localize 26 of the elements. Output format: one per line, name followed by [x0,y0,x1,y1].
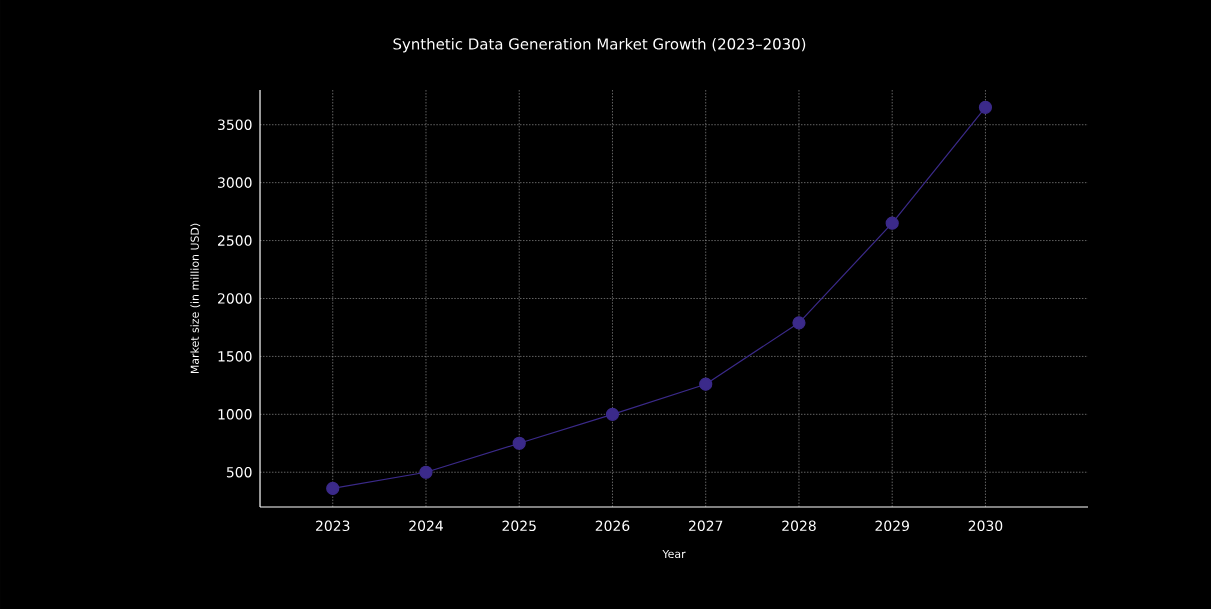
y-tick-label: 2000 [218,293,252,304]
point [792,316,806,330]
y-tick-label: 2500 [218,235,252,246]
point [699,377,713,391]
x-tick-label: 2024 [409,520,443,532]
y-tick-label: 3500 [218,119,252,131]
y-tick-label: 1500 [218,351,252,362]
x-tick-label: 2025 [502,520,536,532]
x-tick-label: 2023 [316,520,350,532]
x-tick-label: 2029 [875,520,909,532]
point [512,436,526,450]
point [605,407,620,421]
point [419,465,433,479]
y-axis-title: Market size (in million USD) [190,223,201,374]
chart-title: Synthetic Data Generation Market Growth (2023–2030) [393,38,806,53]
point [978,100,993,114]
x-tick-label: 2028 [782,520,816,532]
x-tick-label: 2027 [688,520,723,532]
x-tick-label: 2030 [968,520,1003,532]
point [326,481,340,496]
x-tick-label: 2026 [595,520,630,532]
point [885,216,899,230]
y-tick-label: 1000 [218,409,252,420]
y-tick-label: 3000 [218,177,252,188]
y-tick-label: 500 [226,466,252,478]
x-axis-title: Year [662,549,686,559]
